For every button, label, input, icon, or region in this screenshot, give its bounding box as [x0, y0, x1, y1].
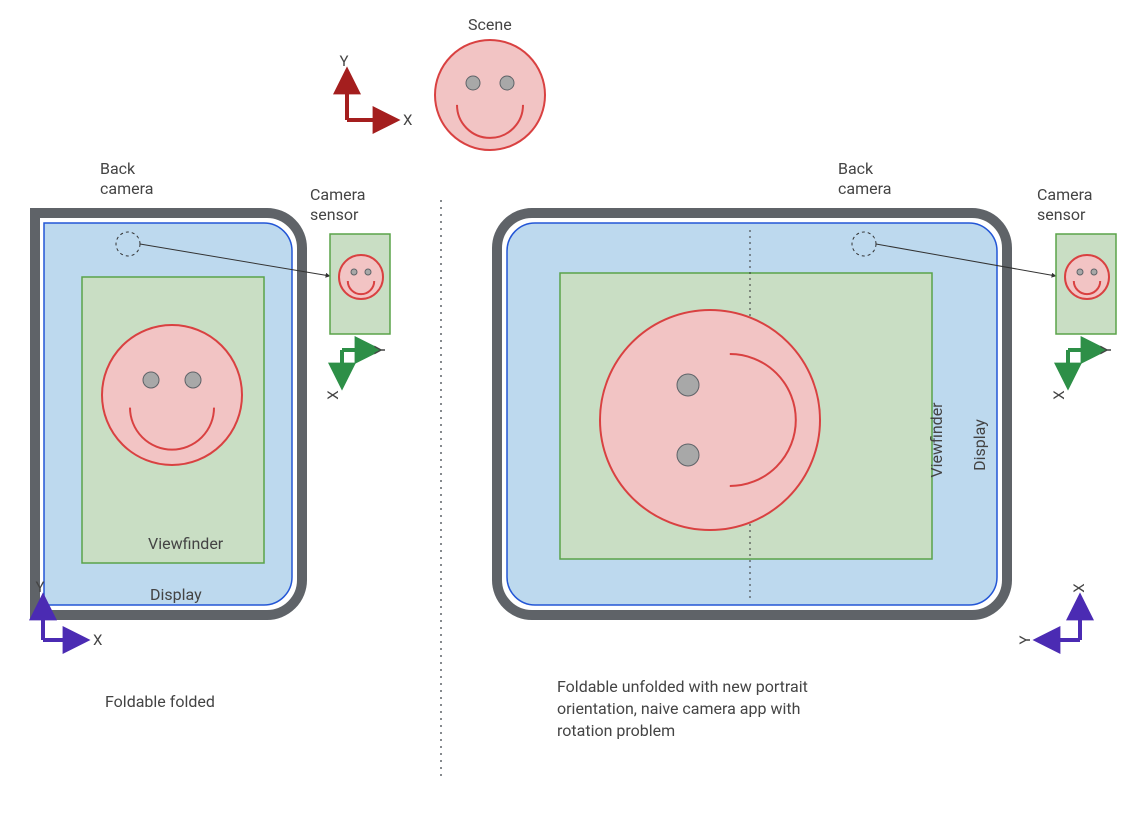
right-caption-2: orientation, naive camera app with	[557, 699, 800, 718]
left-back-camera-label: Back	[100, 159, 136, 178]
x-label: X	[403, 111, 413, 129]
sensor-y-label: Y	[1097, 345, 1115, 354]
right-caption-1: Foldable unfolded with new portrait	[557, 677, 808, 696]
right-camera-sensor-label2: sensor	[1037, 205, 1086, 224]
x-label: X	[93, 631, 103, 649]
sensor-x-label: X	[324, 390, 342, 400]
left-camera-sensor-label2: sensor	[310, 205, 359, 224]
scene-axis: XY	[339, 52, 413, 129]
left-camera-sensor-label: Camera	[310, 185, 365, 204]
eye-right	[365, 269, 371, 275]
diagram-canvas: SceneXYBackcameraCamerasensorXYXYViewfin…	[0, 0, 1143, 831]
right-back-camera-label2: camera	[838, 179, 891, 198]
eye-right	[185, 372, 201, 388]
right-back-camera-label: Back	[838, 159, 874, 178]
sensor-x-label: X	[1050, 390, 1068, 400]
y-label: Y	[339, 52, 348, 70]
face-circle	[102, 325, 242, 465]
face-circle	[1065, 255, 1109, 299]
y-label: Y	[35, 578, 44, 596]
device-x-label: X	[1070, 583, 1088, 593]
right-caption-3: rotation problem	[557, 721, 675, 740]
right-viewfinder-face	[600, 310, 820, 530]
eye-left	[677, 444, 699, 466]
eye-right	[677, 374, 699, 396]
face-circle	[339, 255, 383, 299]
face-circle	[600, 310, 820, 530]
right-sensor-axis: XY	[1050, 345, 1115, 399]
left-viewfinder-face	[102, 325, 242, 465]
device-y-label: Y	[1016, 635, 1034, 644]
left-viewfinder-label: Viewfinder	[148, 534, 224, 553]
right-display-label: Display	[970, 419, 989, 471]
eye-left	[143, 372, 159, 388]
right-device-axis: XY	[1016, 583, 1088, 645]
scene-label: Scene	[468, 15, 512, 34]
left-back-camera-label2: camera	[100, 179, 153, 198]
left-sensor-axis: XY	[324, 345, 389, 399]
face-circle	[435, 40, 545, 150]
scene-face	[435, 40, 545, 150]
eye-left	[351, 269, 357, 275]
eye-left	[466, 76, 480, 90]
right-sensor-face	[1065, 255, 1109, 299]
right-camera-sensor-label: Camera	[1037, 185, 1092, 204]
left-display-label: Display	[150, 585, 202, 604]
right-viewfinder-label: Viewfinder	[927, 402, 946, 478]
eye-right	[1091, 269, 1097, 275]
left-caption: Foldable folded	[105, 692, 215, 711]
left-sensor-face	[339, 255, 383, 299]
eye-right	[500, 76, 514, 90]
sensor-y-label: Y	[371, 345, 389, 354]
eye-left	[1077, 269, 1083, 275]
